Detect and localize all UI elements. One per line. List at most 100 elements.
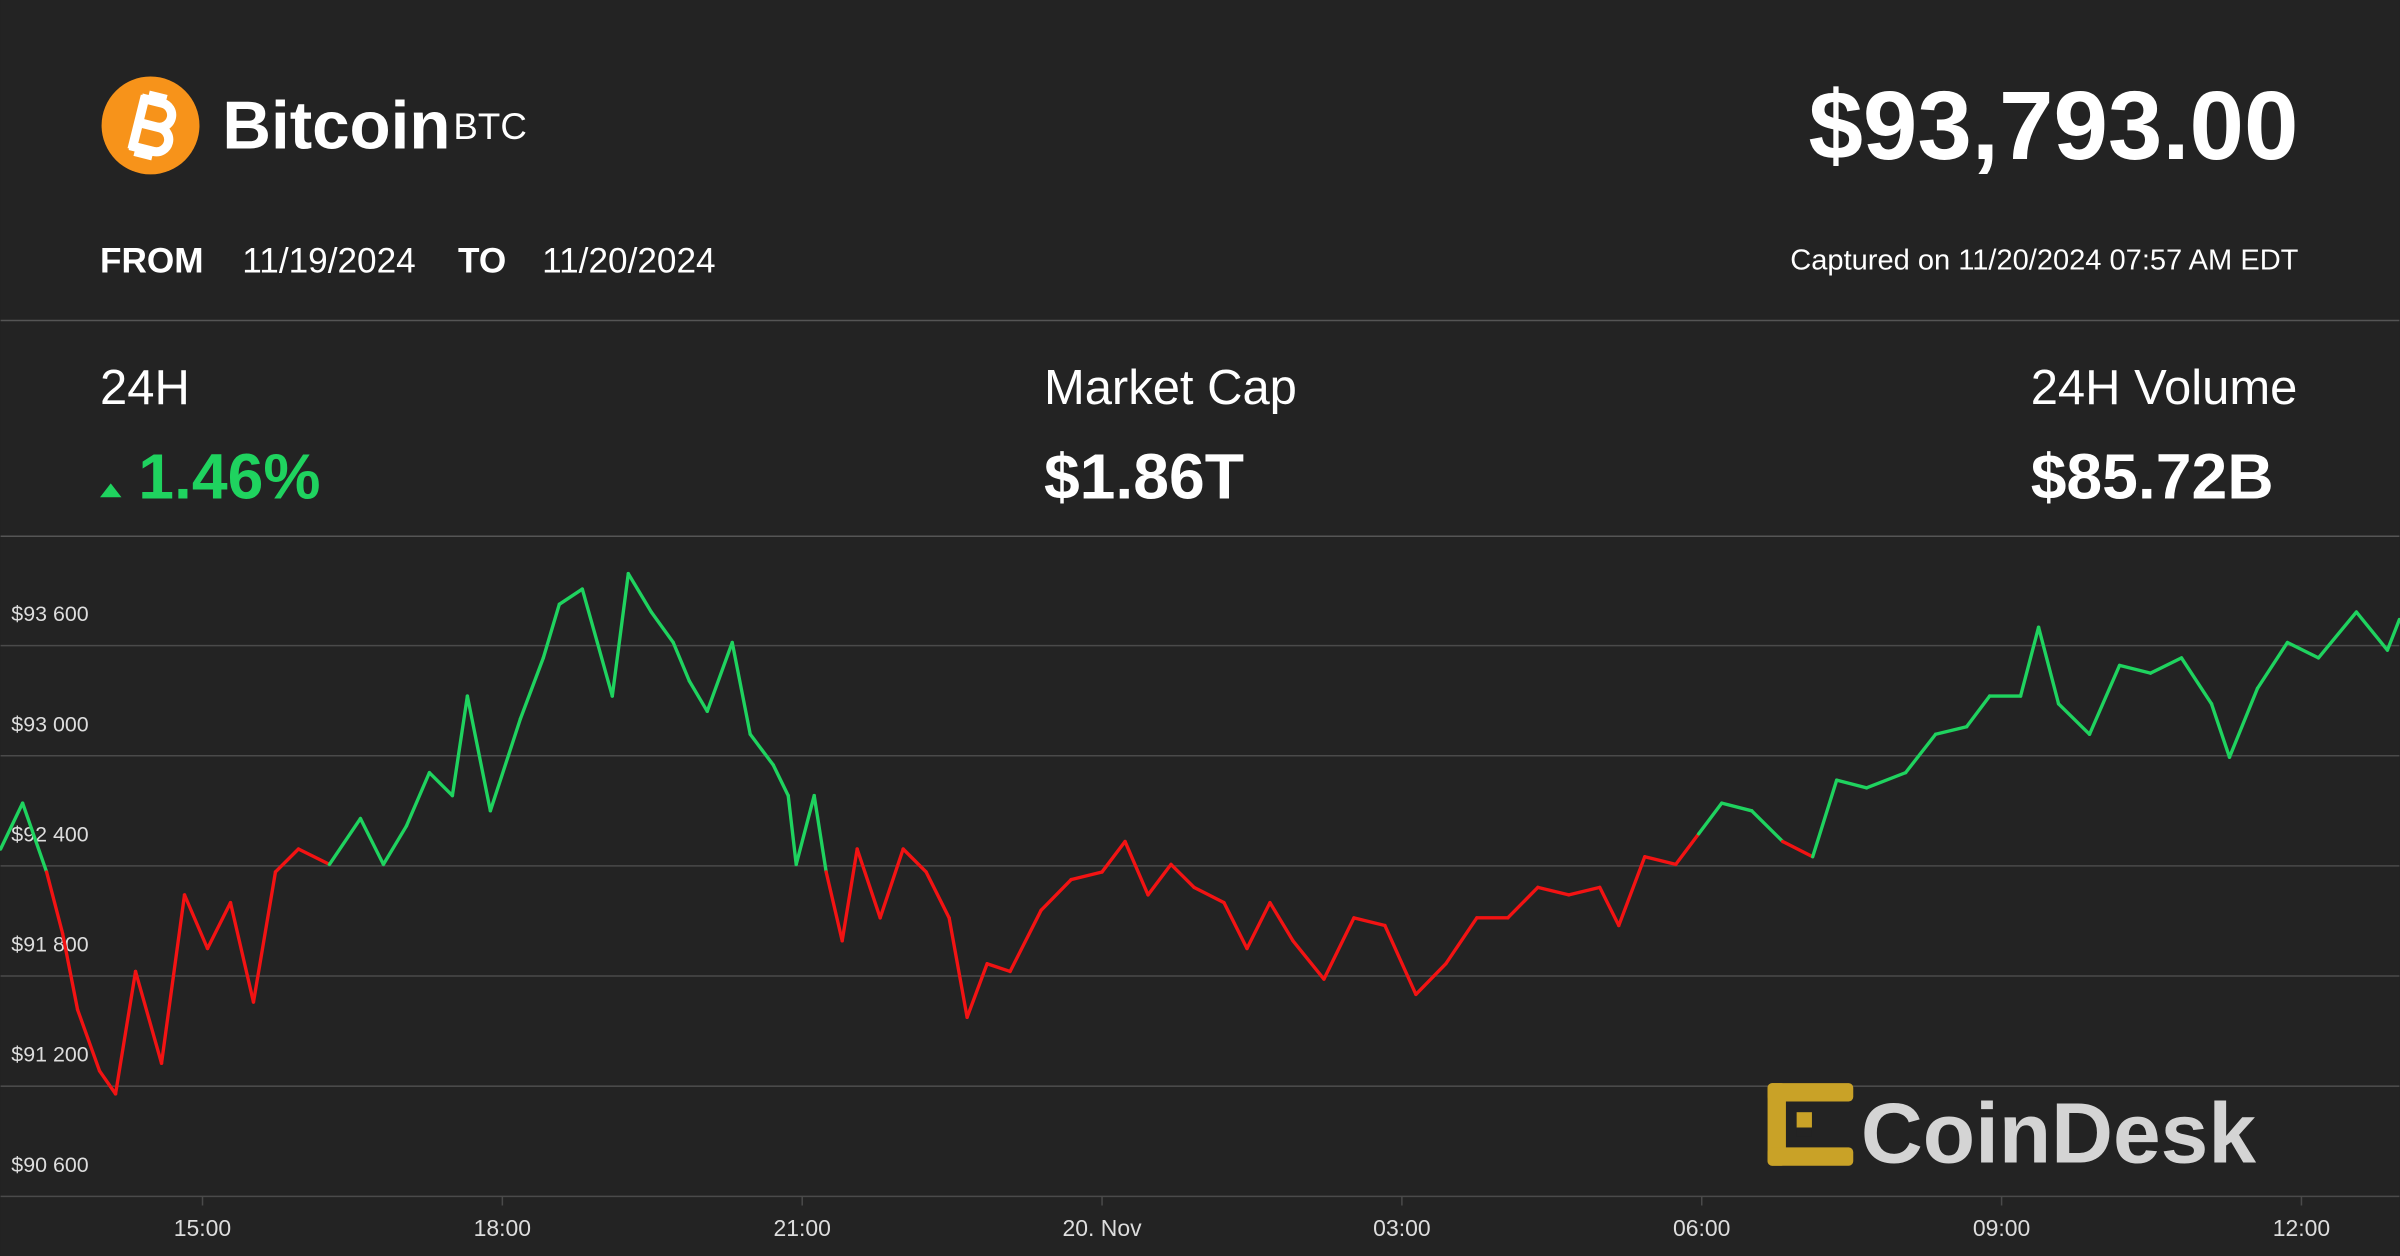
- price-line-segment: [730, 640, 752, 736]
- price-line-segment: [824, 870, 844, 943]
- price-line-segment: [626, 571, 653, 614]
- price-line-segment: [20, 801, 49, 874]
- price-line-segment: [1222, 900, 1249, 951]
- price-line-segment: [1864, 770, 1908, 790]
- price-line-segment: [610, 571, 630, 698]
- price-line-segment: [541, 602, 562, 660]
- price-line-segment: [518, 656, 546, 721]
- x-tick-label: 09:00: [1973, 1215, 2030, 1241]
- y-tick-label: $90 600: [11, 1153, 88, 1177]
- price-line-segment: [296, 847, 332, 867]
- price-line-segment: [2018, 625, 2041, 698]
- price-line-segment: [1697, 801, 1724, 836]
- price-line-segment: [1008, 908, 1043, 974]
- price-line-segment: [358, 816, 386, 867]
- price-line-segment: [1506, 885, 1540, 920]
- price-line-segment: [901, 847, 928, 874]
- stat-label: Market Cap: [1044, 361, 1297, 415]
- price-line-segment: [159, 893, 187, 1065]
- price-line-segment: [924, 870, 951, 920]
- captured: Captured on 11/20/2024 07:57 AM EDT: [1790, 244, 2298, 276]
- price-line-segment: [965, 962, 989, 1020]
- y-tick-label: $93 600: [11, 602, 88, 626]
- price-line-segment: [1069, 870, 1104, 882]
- x-tick-label: 15:00: [174, 1215, 231, 1241]
- price-line-segment: [182, 893, 210, 951]
- price-line-segment: [1100, 839, 1127, 874]
- price-line-segment: [1414, 962, 1448, 997]
- coin-symbol: BTC: [453, 106, 526, 147]
- price-line-segment: [771, 763, 790, 798]
- price-line-segment: [465, 694, 493, 813]
- price-line-segment: [1169, 862, 1196, 890]
- price-line-segment: [840, 847, 859, 943]
- price-line-segment: [60, 931, 80, 1012]
- x-tick-label: 21:00: [773, 1215, 830, 1241]
- price-line-segment: [2209, 702, 2232, 759]
- price-line-segment: [1781, 839, 1815, 859]
- price-line-segment: [1674, 832, 1701, 867]
- price-line-segment: [133, 969, 164, 1065]
- price-line-segment: [985, 962, 1012, 974]
- price-line-segment: [1834, 778, 1869, 790]
- up-arrow: [100, 483, 122, 498]
- to-date: 11/20/2024: [542, 241, 715, 280]
- price-line-segment: [1383, 923, 1418, 997]
- from-date: 11/19/2024: [242, 241, 415, 280]
- price-line-segment: [2354, 610, 2390, 652]
- coindesk-logo: [1767, 1083, 1854, 1166]
- price-line-segment: [1291, 939, 1326, 981]
- price-line-segment: [2285, 640, 2321, 660]
- price: $93,793.00: [1808, 70, 2298, 180]
- price-line-segment: [1444, 916, 1479, 966]
- price-line-segment: [251, 870, 278, 1004]
- coin-name: Bitcoin: [222, 88, 450, 163]
- x-tick-label: 03:00: [1373, 1215, 1430, 1241]
- y-tick-label: $91 200: [11, 1043, 88, 1067]
- stat-label: 24H: [100, 361, 190, 415]
- x-tick-label: 20. Nov: [1063, 1215, 1143, 1241]
- price-line-segment: [273, 847, 301, 874]
- price-line-segment: [1720, 801, 1754, 813]
- price-line-segment: [1567, 885, 1602, 897]
- stat-value: $1.86T: [1044, 441, 1244, 513]
- price-line-segment: [1192, 885, 1226, 905]
- price-line-segment: [1750, 809, 1785, 844]
- price-line-segment: [580, 587, 599, 645]
- price-line-segment: [1352, 916, 1387, 928]
- watermark: CoinDesk: [1861, 1086, 2256, 1182]
- price-line-segment: [205, 900, 233, 951]
- price-line-segment: [0, 801, 25, 851]
- y-tick-label: $91 800: [11, 933, 88, 957]
- price-line-segment: [794, 793, 816, 867]
- price-line-segment: [2056, 702, 2092, 736]
- price-line-segment: [687, 679, 709, 713]
- price-line-segment: [2227, 686, 2260, 759]
- price-line-segment: [427, 770, 455, 798]
- price-line-segment: [97, 1069, 118, 1096]
- price-line-segment: [1903, 732, 1938, 775]
- price-line-segment: [705, 640, 734, 713]
- price-line-segment: [113, 969, 138, 1096]
- price-line-segment: [75, 1007, 102, 1073]
- price-line-segment: [649, 610, 675, 645]
- price-line-segment: [557, 587, 584, 606]
- to-label: TO: [458, 241, 506, 280]
- price-line-segment: [1964, 694, 1992, 729]
- price-line-segment: [2179, 656, 2214, 706]
- price-line-segment: [1598, 885, 1621, 928]
- price-line-segment: [855, 847, 882, 920]
- price-line-segment: [44, 870, 65, 935]
- price-line-segment: [2087, 663, 2122, 736]
- price-line-segment: [327, 816, 363, 867]
- price-line-segment: [1536, 885, 1571, 897]
- price-line-segment: [1643, 855, 1678, 867]
- price-line-segment: [404, 770, 432, 828]
- y-tick-label: $92 400: [11, 822, 88, 846]
- price-line-segment: [1123, 839, 1150, 897]
- price-line-segment: [1617, 855, 1647, 928]
- price-line-segment: [1268, 900, 1295, 943]
- chart: $93 600 $93 000 $92 400 $91 800 $91 200 $90 6…: [0, 571, 2400, 1241]
- price-line-segment: [450, 694, 470, 798]
